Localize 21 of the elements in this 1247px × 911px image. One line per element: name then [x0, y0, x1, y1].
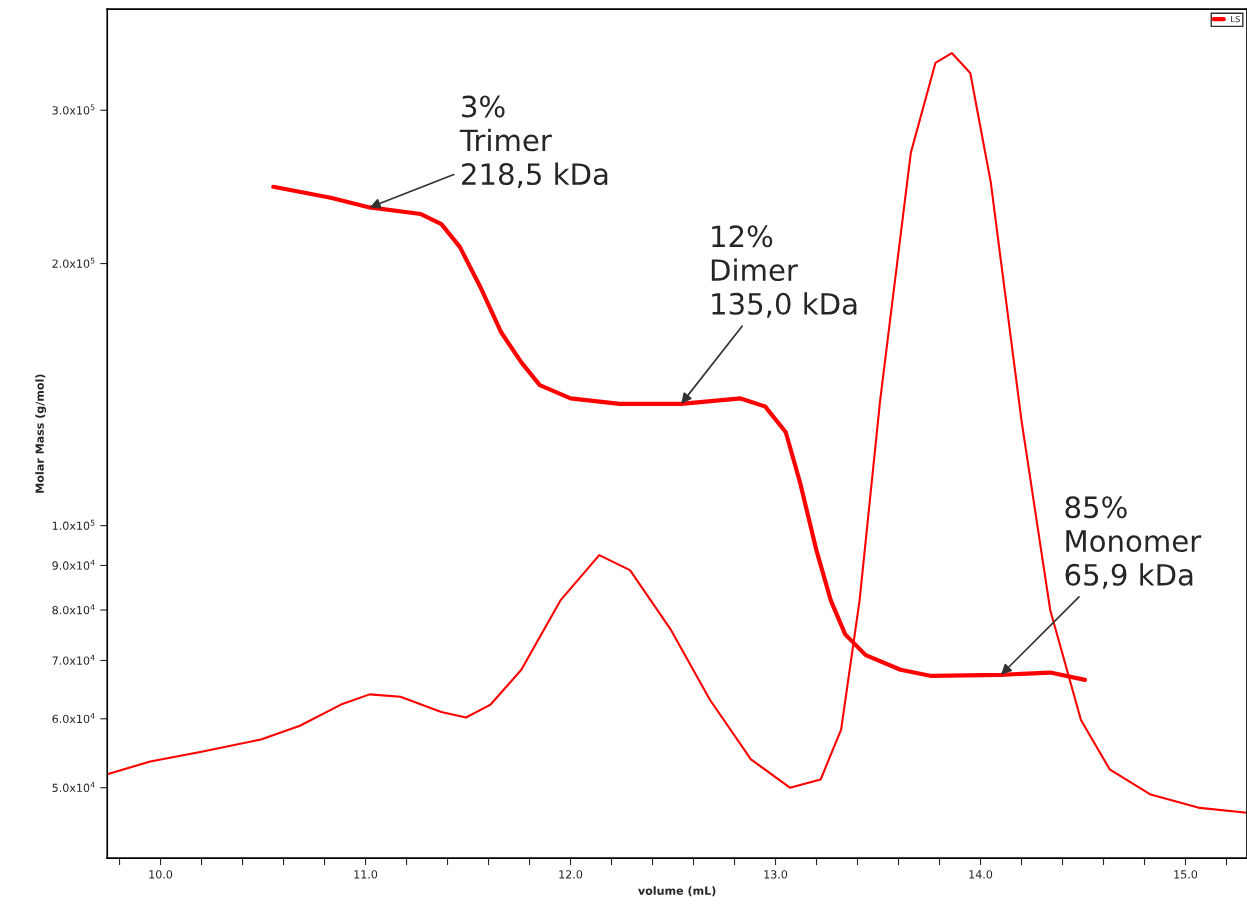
y-tick-label: 1.0x10$^{5}$ — [52, 519, 95, 530]
x-tick-label: 11.0 — [354, 870, 378, 879]
y-tick-label: 7.0x10$^{4}$ — [52, 654, 95, 665]
x-axis-title: volume (mL) — [638, 886, 716, 897]
y-tick-label: 6.0x10$^{4}$ — [52, 713, 95, 724]
y-tick-label: 8.0x10$^{4}$ — [52, 604, 95, 615]
y-tick-label: 3.0x10$^{5}$ — [52, 104, 95, 115]
x-tick-label: 13.0 — [764, 870, 788, 879]
annotation: 12% Dimer 135,0 kDa — [711, 225, 857, 318]
y-axis-title: Molar Mass (g/mol) — [35, 374, 47, 493]
y-tick-label: 2.0x10$^{5}$ — [52, 257, 95, 268]
annotation: 3% Trimer 218,5 kDa — [459, 95, 608, 189]
legend-label: LS — [1231, 15, 1240, 23]
annotation: 85% Monomer 65,9 kDa — [1065, 496, 1202, 589]
x-tick-label: 14.0 — [969, 870, 993, 879]
y-tick-label: 9.0x10$^{4}$ — [52, 559, 95, 570]
x-tick-label: 15.0 — [1174, 870, 1198, 879]
line-series — [107, 52, 1247, 814]
y-tick-label: 5.0x10$^{4}$ — [52, 781, 95, 793]
x-tick-label: 10.0 — [149, 870, 173, 879]
x-tick-label: 12.0 — [559, 870, 583, 879]
